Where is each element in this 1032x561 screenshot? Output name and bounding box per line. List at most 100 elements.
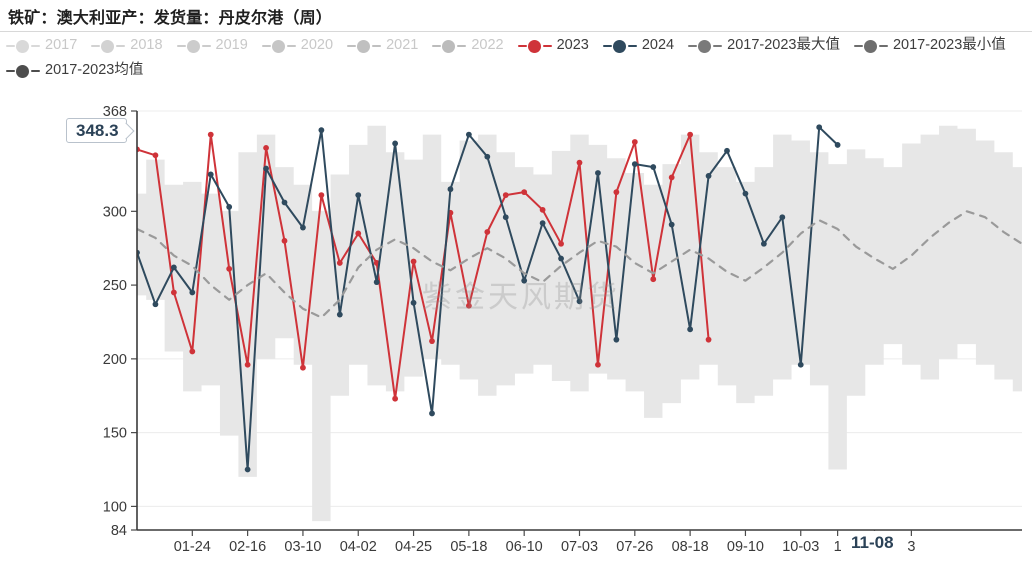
chart-legend: 2017 2018 2019 2020 2021 2022 2023 2024 2017-202…	[6, 33, 1032, 83]
data-point	[226, 203, 233, 210]
data-point	[318, 192, 325, 198]
x-tick-label: 01-24	[174, 539, 211, 555]
legend-marker-icon	[432, 39, 467, 53]
legend-item-2017-2023最大值[interactable]: 2017-2023最大值	[688, 33, 840, 58]
data-point	[189, 289, 196, 296]
y-tick-label: 300	[103, 204, 127, 220]
x-tick-label: 3	[907, 539, 915, 555]
legend-item-2017-2023最小值[interactable]: 2017-2023最小值	[853, 33, 1006, 58]
data-point	[263, 165, 269, 172]
data-point	[650, 276, 657, 283]
data-point	[631, 139, 638, 145]
legend-label: 2021	[386, 37, 419, 54]
legend-item-2017-2023均值[interactable]: 2017-2023均值	[6, 58, 143, 83]
legend-item-2021[interactable]: 2021	[347, 33, 418, 58]
data-point	[244, 361, 251, 368]
data-point	[207, 131, 214, 138]
data-point	[484, 229, 491, 235]
x-tick-labels: 01-24 02-16 03-10 04-02 04-25 05-18 06-10 07-03…	[174, 530, 915, 555]
data-point	[816, 124, 823, 131]
data-point	[263, 144, 269, 151]
data-point	[595, 361, 601, 368]
data-point	[742, 190, 749, 197]
x-tick-label: 04-02	[340, 539, 377, 555]
data-point	[705, 336, 712, 343]
data-point	[226, 265, 233, 272]
legend-marker-icon	[6, 39, 40, 53]
legend-item-2019[interactable]: 2019	[176, 33, 248, 58]
data-point	[318, 127, 325, 134]
x-axis-value-badge: 11-08	[845, 531, 900, 555]
data-point	[502, 192, 509, 198]
data-point	[373, 260, 380, 266]
x-tick-label: 07-03	[561, 539, 598, 555]
legend-item-2017[interactable]: 2017	[6, 33, 77, 58]
y-tick-label: 150	[103, 426, 127, 442]
x-tick-label: 10-03	[782, 539, 819, 555]
data-point	[429, 338, 435, 345]
data-point	[797, 361, 804, 368]
data-point	[465, 131, 472, 138]
legend-item-2020[interactable]: 2020	[261, 33, 334, 58]
legend-marker-icon	[176, 39, 211, 53]
data-point	[539, 206, 546, 213]
data-point	[189, 348, 196, 355]
data-point	[613, 189, 620, 196]
legend-marker-icon	[6, 64, 40, 78]
legend-label: 2017-2023均值	[45, 62, 144, 79]
data-point	[137, 146, 140, 153]
legend-label: 2022	[471, 37, 504, 54]
data-point	[392, 140, 399, 147]
data-point	[447, 186, 454, 193]
data-point	[650, 164, 657, 170]
page-title: 铁矿：澳大利亚产：发货量：丹皮尔港（周）	[8, 10, 333, 27]
legend-marker-icon	[602, 39, 637, 53]
minmax-band	[137, 125, 1022, 522]
data-point	[410, 258, 417, 265]
data-point	[355, 230, 362, 237]
data-point	[152, 152, 159, 159]
legend-item-2023[interactable]: 2023	[517, 33, 589, 58]
title-divider	[0, 31, 1032, 32]
data-point	[668, 221, 675, 228]
y-axis-value-badge: 348.3	[66, 118, 127, 143]
y-tick-label: 250	[103, 278, 127, 294]
x-tick-label: 08-18	[672, 539, 709, 555]
legend-item-2018[interactable]: 2018	[91, 33, 163, 58]
x-tick-label: 03-10	[284, 539, 321, 555]
x-tick-label: 06-10	[506, 539, 543, 555]
data-point	[355, 192, 362, 198]
data-point	[687, 326, 694, 333]
y-tick-label: 200	[103, 352, 127, 368]
data-point	[760, 240, 767, 247]
data-point	[170, 264, 177, 271]
data-point	[668, 174, 675, 181]
legend-label: 2017	[45, 37, 78, 54]
data-point	[300, 364, 306, 371]
data-point	[281, 199, 288, 206]
data-point	[576, 159, 583, 166]
data-point	[521, 189, 528, 196]
data-point	[484, 153, 491, 160]
legend-label: 2020	[300, 37, 334, 54]
legend-label: 2017-2023最大值	[727, 37, 840, 54]
legend-label: 2024	[641, 37, 675, 54]
data-point	[502, 214, 509, 221]
legend-item-2024[interactable]: 2024	[602, 33, 675, 58]
x-tick-label: 05-18	[450, 539, 487, 555]
data-point	[336, 260, 343, 266]
data-point	[595, 170, 601, 176]
legend-item-2022[interactable]: 2022	[432, 33, 504, 58]
data-point	[300, 224, 306, 231]
series-2023	[137, 131, 712, 402]
legend-label: 2019	[215, 37, 248, 54]
legend-marker-icon	[853, 39, 888, 53]
y-tick-label: 100	[103, 499, 127, 515]
legend-label: 2017-2023最小值	[892, 37, 1006, 54]
data-point	[447, 209, 454, 216]
data-point	[207, 171, 214, 178]
watermark: 紫金天风期货	[422, 281, 620, 314]
data-point	[558, 255, 564, 262]
legend-marker-icon	[347, 39, 382, 53]
